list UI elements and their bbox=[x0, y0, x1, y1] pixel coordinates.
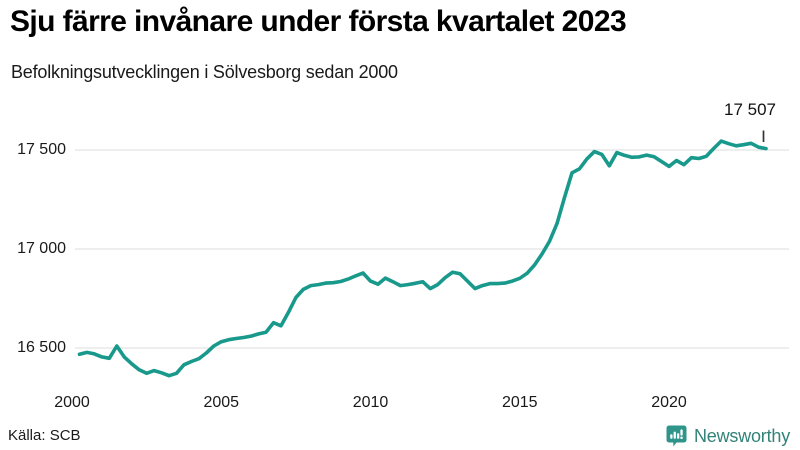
x-axis-tick-label: 2010 bbox=[352, 394, 389, 411]
population-trend-line bbox=[77, 139, 768, 378]
chart-title: Sju färre invånare under första kvartale… bbox=[10, 5, 627, 38]
chart-subtitle: Befolkningsutvecklingen i Sölvesborg sed… bbox=[11, 62, 398, 82]
x-axis-tick-label: 2000 bbox=[54, 394, 90, 411]
newsworthy-logo[interactable]: Newsworthy bbox=[666, 424, 790, 448]
source-label: Källa: SCB bbox=[8, 427, 81, 444]
x-axis-tick-label: 2020 bbox=[651, 394, 687, 411]
y-axis-tick-label: 16 500 bbox=[17, 339, 66, 356]
x-axis-tick-label: 2005 bbox=[203, 394, 240, 411]
y-axis-tick-label: 17 000 bbox=[17, 240, 66, 257]
last-value-annotation: 17 507 bbox=[724, 100, 776, 119]
gridlines bbox=[75, 149, 789, 349]
y-axis-tick-label: 17 500 bbox=[17, 141, 66, 158]
newsworthy-bubble-chart-icon bbox=[666, 425, 687, 446]
x-axis-tick-label: 2015 bbox=[501, 394, 538, 411]
newsworthy-wordmark: Newsworthy bbox=[693, 425, 790, 446]
